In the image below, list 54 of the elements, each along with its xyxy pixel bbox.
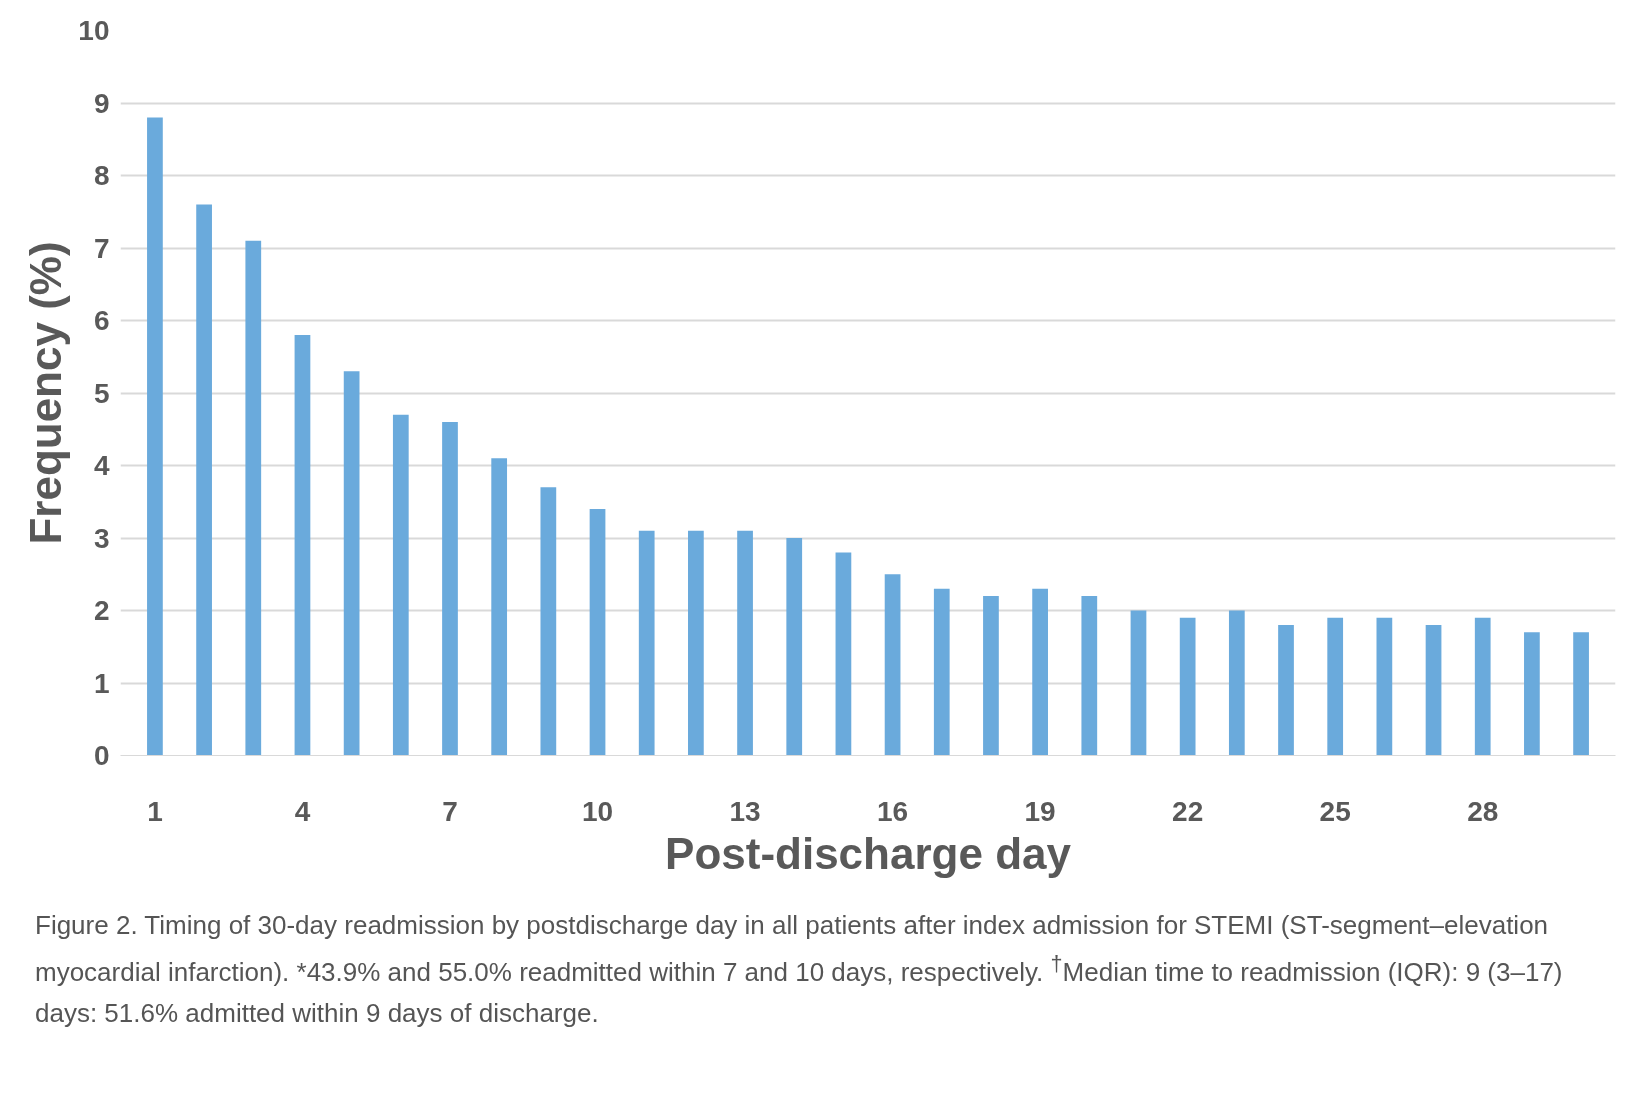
bar	[1130, 610, 1147, 756]
y-tick-label: 6	[93, 305, 110, 336]
bar	[540, 487, 557, 756]
bar	[1573, 632, 1589, 756]
y-tick-label: 0	[93, 740, 110, 771]
y-tick-label: 8	[93, 160, 110, 191]
bar	[983, 596, 999, 756]
bar	[343, 371, 360, 756]
y-tick-label: 4	[93, 450, 110, 481]
bar	[638, 530, 655, 756]
x-tick-label: 1	[147, 795, 163, 827]
x-tick-label: 16	[877, 795, 909, 827]
y-tick-label: 2	[93, 595, 110, 626]
bar	[196, 204, 212, 756]
bar	[147, 117, 163, 756]
bar	[1278, 625, 1294, 756]
y-tick-label: 3	[93, 522, 110, 554]
bar	[1228, 610, 1245, 756]
bar	[688, 530, 704, 756]
bar	[491, 458, 508, 756]
bar	[294, 335, 311, 756]
bar	[835, 552, 852, 756]
bar	[1032, 588, 1048, 756]
bar	[589, 509, 606, 756]
y-tick-label: 9	[93, 87, 110, 119]
text: Figure 2. Timing of 30-day readmission by postdischarge day in all patients after index admission for STEMI (ST-segment–elevation myocardial infarction). *43.9% and 55.0% readmitted within 7 and 10 days, respectively. $^{†}$Median time to readmission (IQR): 9 (3–17) days: 51.6% admitted within 9 days of discharge.	[35, 910, 1563, 1028]
bar	[884, 574, 901, 756]
x-tick-label: 13	[729, 795, 761, 827]
bar	[1474, 617, 1491, 756]
bar	[786, 538, 803, 756]
bar	[1179, 617, 1196, 756]
x-tick-label: 7	[442, 795, 458, 827]
y-tick-label: 7	[93, 232, 110, 264]
y-tick-label: 10	[78, 15, 110, 46]
bar	[933, 588, 950, 756]
x-tick-label: 4	[294, 795, 311, 827]
y-tick-label: 5	[93, 377, 110, 409]
bar	[1425, 625, 1442, 756]
bar	[1081, 596, 1098, 756]
bar	[1376, 617, 1393, 756]
x-tick-label: 10	[581, 795, 614, 827]
bar	[442, 422, 458, 756]
x-tick-label: 28	[1467, 795, 1499, 827]
y-tick-label: 1	[93, 667, 110, 699]
x-tick-label: 22	[1172, 795, 1204, 827]
y-axis-title: Frequency (%)	[21, 241, 71, 545]
bar	[1327, 617, 1344, 756]
bar	[737, 530, 753, 756]
x-tick-label: 19	[1024, 795, 1056, 827]
bar	[392, 414, 409, 756]
x-axis-title: Post-discharge day	[665, 828, 1072, 878]
bar	[245, 240, 262, 756]
bar	[1524, 632, 1540, 756]
x-tick-label: 25	[1319, 795, 1351, 827]
